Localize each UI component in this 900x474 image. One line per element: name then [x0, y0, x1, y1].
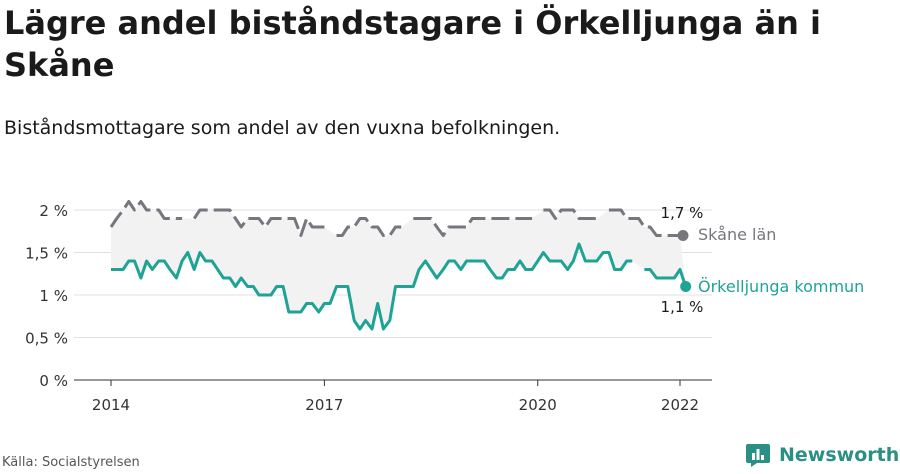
x-tick-label: 2014 [92, 396, 130, 414]
series-line-segment [413, 217, 533, 237]
y-tick-label: 1,5 % [25, 245, 68, 263]
y-tick-label: 0 % [39, 372, 68, 390]
series-lines [109, 200, 688, 331]
series-line-segment [111, 242, 633, 331]
newsworthy-logo-icon [746, 444, 770, 467]
series-line-segment [543, 208, 597, 220]
end-value-skane-lan: 1,7 % [661, 204, 704, 222]
source-note: Källa: Socialstyrelsen [2, 455, 140, 470]
end-value-orkelljunga: 1,1 % [661, 298, 704, 316]
series-line-segment [192, 208, 325, 237]
x-tick-label: 2020 [519, 396, 557, 414]
brand-name: Newsworthy [779, 444, 900, 466]
brand[interactable]: Newsworthy [745, 442, 900, 468]
series-line-segment [608, 208, 680, 237]
series-name-orkelljunga: Örkelljunga kommun [698, 277, 864, 296]
y-tick-label: 0,5 % [25, 330, 68, 348]
series-line-segment [336, 217, 402, 237]
y-tick-label: 2 % [39, 202, 68, 220]
series-orkelljunga [111, 242, 688, 331]
axis-ticks: 0 % 0,5 % 1 % 1,5 % 2 % 2014 2017 2020 2022 [25, 202, 699, 414]
chart-title: Lägre andel biståndstagare i Örkelljunga… [4, 4, 821, 84]
difference-band [111, 201, 686, 329]
x-tick-label: 2022 [661, 396, 699, 414]
x-tick-label: 2017 [305, 396, 343, 414]
y-tick-label: 1 % [39, 287, 68, 305]
chart-subtitle: Biståndsmottagare som andel av den vuxna… [4, 117, 561, 139]
series-skane-lan [109, 200, 680, 237]
end-marker-orkelljunga [680, 281, 692, 292]
end-marker-skane-lan [677, 230, 689, 241]
series-line-segment [109, 200, 183, 228]
series-name-skane-lan: Skåne län [698, 225, 776, 244]
series-line-segment [644, 268, 688, 287]
series-end-labels: 1,7 % Skåne län Örkelljunga kommun 1,1 % [661, 204, 865, 316]
